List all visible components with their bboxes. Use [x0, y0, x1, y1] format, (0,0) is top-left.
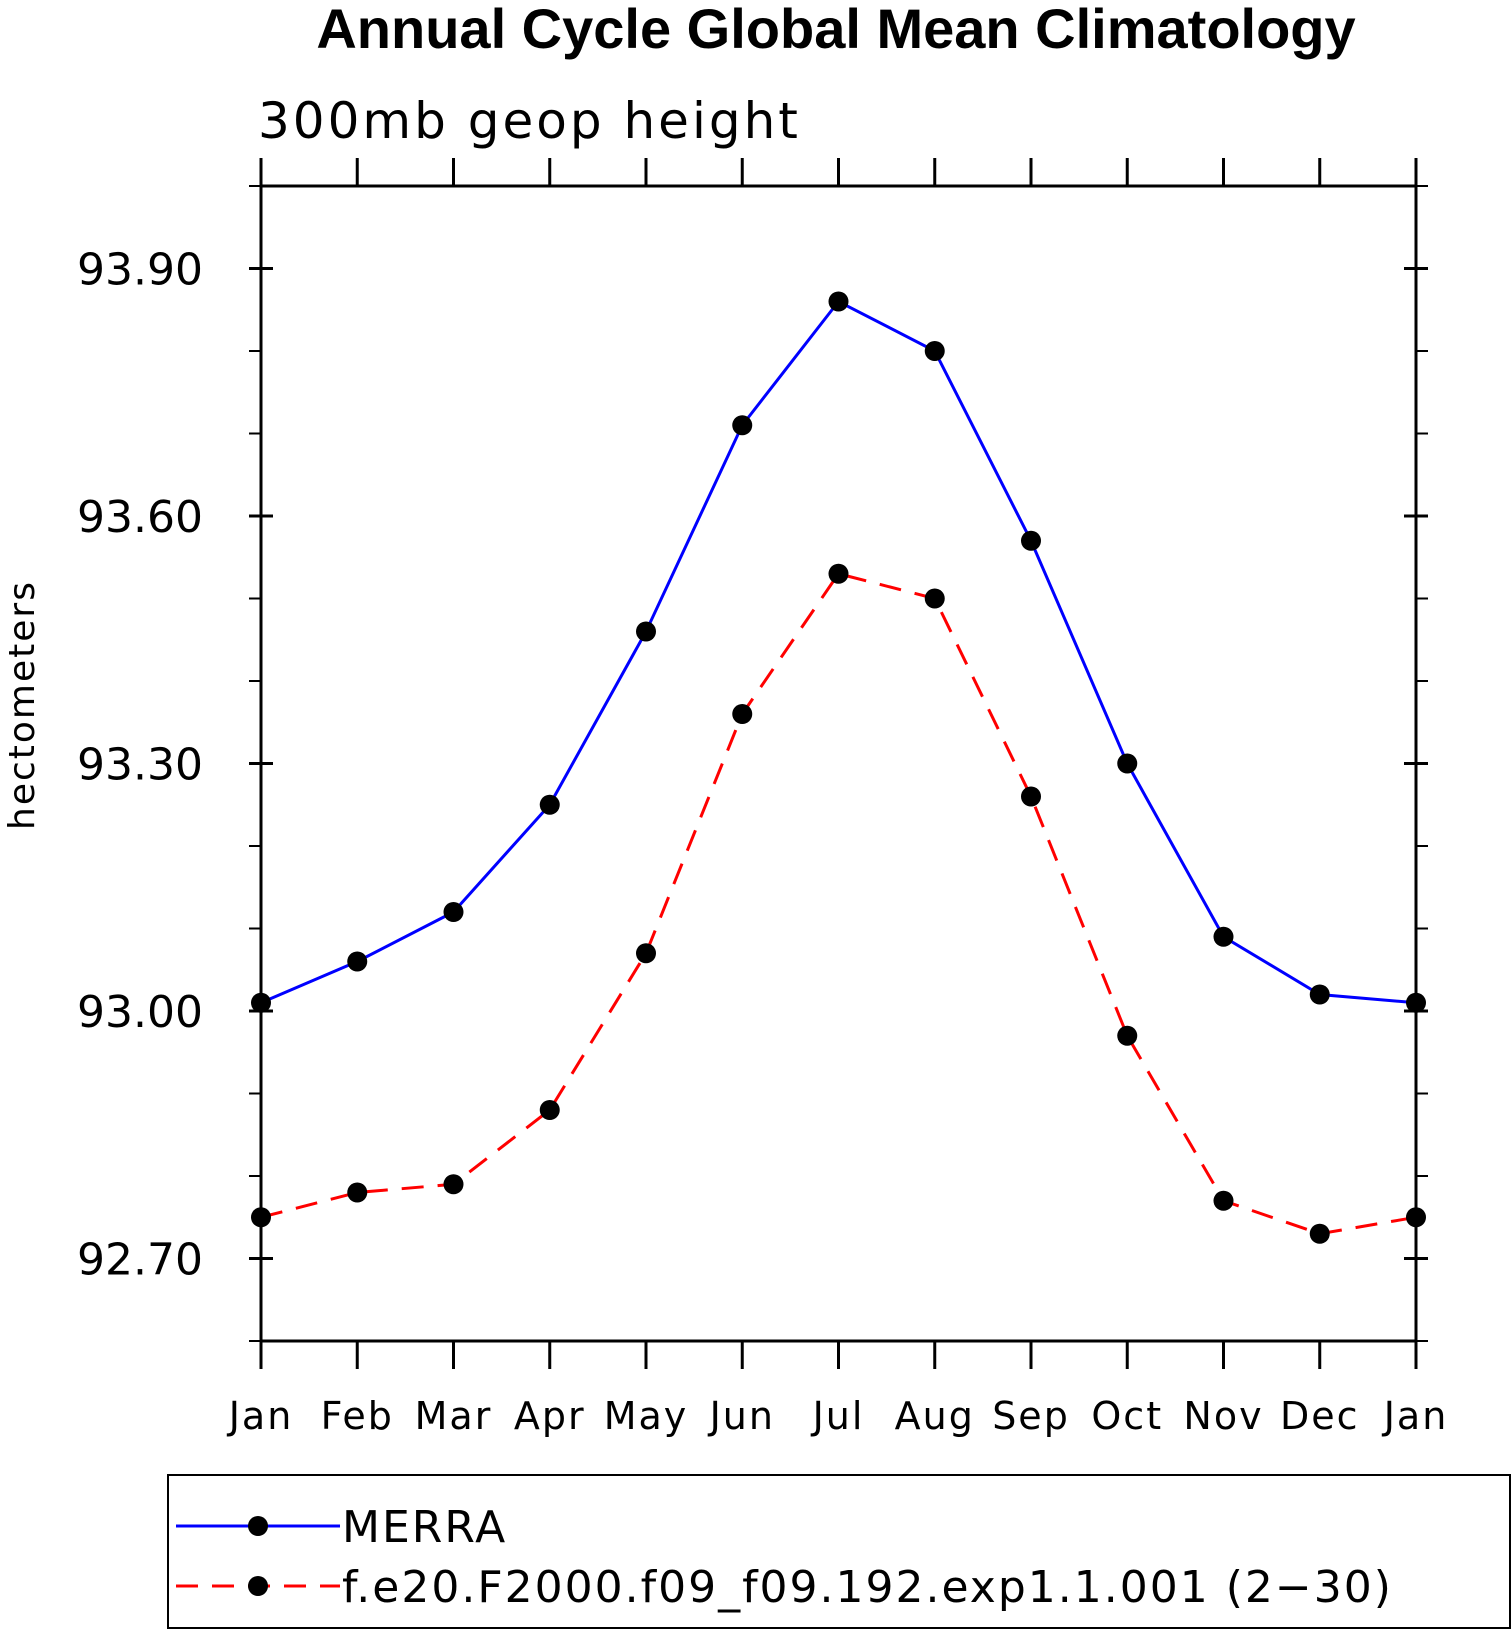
series-1-point: [251, 992, 271, 1013]
series-2-point: [539, 1100, 560, 1120]
legend-box: [167, 1474, 1511, 1629]
chart-title: Annual Cycle Global Mean Climatology: [316, 0, 1355, 60]
x-tick-label: Nov: [1183, 1394, 1263, 1438]
series-2-point: [1117, 1025, 1138, 1046]
x-tick-label: Jan: [227, 1394, 294, 1438]
y-tick-label: 92.70: [77, 1235, 203, 1286]
series-1-point: [1213, 926, 1234, 947]
series-2-point: [924, 588, 945, 609]
series-2-point: [1309, 1223, 1330, 1244]
series-layer: [251, 291, 1426, 1244]
x-tick-label: Oct: [1091, 1394, 1163, 1438]
series-1-point: [1309, 984, 1330, 1005]
series-1-point: [636, 621, 656, 642]
y-tick-label: 93.60: [77, 492, 203, 543]
y-tick-label: 93.30: [77, 740, 203, 791]
legend-label-2: f.e20.F2000.f09_f09.192.exp1.1.001 (2−30…: [342, 1562, 1393, 1613]
series-2-point: [1213, 1190, 1234, 1211]
series-2-point: [347, 1182, 368, 1203]
legend: MERRA f.e20.F2000.f09_f09.192.exp1.1.001 …: [176, 1502, 1393, 1613]
series-2-point: [251, 1207, 271, 1228]
series-line-1: [260, 299, 1417, 1005]
series-2-point: [1406, 1207, 1426, 1228]
series-2-point: [443, 1174, 464, 1195]
series-1-point: [443, 902, 464, 922]
plot-frame: [259, 184, 1418, 1343]
series-1-point: [347, 951, 368, 972]
y-tick-label: 93.90: [77, 245, 203, 296]
series-1-point: [732, 415, 753, 436]
x-tick-label: Mar: [415, 1394, 493, 1438]
x-axis-ticks: Jan Feb Mar Apr May Jun Jul Aug Sep Oct Nov Dec Jan: [227, 158, 1449, 1438]
x-tick-label: Feb: [321, 1394, 394, 1438]
series-1-point: [1117, 753, 1138, 774]
series-2-point: [828, 563, 849, 584]
series-1-point: [539, 794, 560, 815]
y-axis-label: hectometers: [2, 580, 43, 830]
series-2-point: [1021, 786, 1041, 807]
x-tick-label: Apr: [514, 1394, 586, 1438]
x-tick-label: May: [604, 1394, 689, 1438]
x-tick-label: Jan: [1382, 1394, 1449, 1438]
series-1-point: [1406, 992, 1426, 1013]
legend-label-1: MERRA: [342, 1502, 507, 1553]
x-tick-label: Aug: [895, 1394, 975, 1438]
legend-marker-1: [248, 1516, 268, 1536]
x-tick-label: Jul: [811, 1394, 865, 1438]
x-tick-label: Sep: [992, 1394, 1070, 1438]
series-line-2: [260, 572, 1417, 1236]
series-1-point: [924, 341, 945, 361]
series-1-point: [828, 291, 849, 312]
series-2-point: [732, 704, 753, 724]
y-axis-ticks: 92.70 93.00 93.30 93.60 93.90: [77, 185, 1428, 1342]
y-tick-label: 93.00: [77, 987, 203, 1038]
legend-marker-2: [248, 1576, 268, 1596]
chart-subtitle: 300mb geop height: [258, 92, 801, 150]
series-1-point: [1021, 530, 1041, 551]
series-2-point: [636, 943, 656, 964]
x-tick-label: Dec: [1280, 1394, 1360, 1438]
x-tick-label: Jun: [708, 1394, 775, 1438]
